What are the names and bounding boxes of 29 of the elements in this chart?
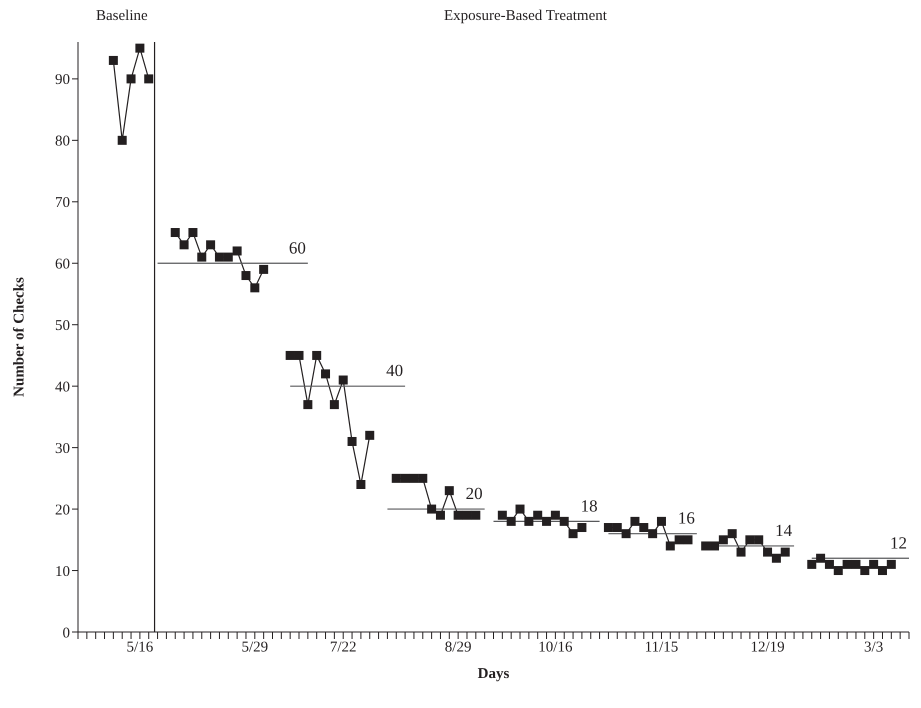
x-axis-title: Days xyxy=(478,666,510,682)
y-tick-label: 70 xyxy=(55,195,70,212)
x-tick-label: 5/29 xyxy=(241,640,268,656)
phase-heading: Baseline xyxy=(96,8,148,25)
x-tick-label: 12/19 xyxy=(750,640,785,656)
y-tick-label: 60 xyxy=(55,256,70,273)
series-label: 40 xyxy=(386,361,404,380)
y-tick-label: 20 xyxy=(55,502,70,518)
series-label: 16 xyxy=(678,508,695,528)
y-tick-label: 40 xyxy=(55,379,70,396)
y-axis-title: Number of Checks xyxy=(11,276,28,397)
y-tick-label: 30 xyxy=(55,440,70,457)
x-tick-label: 11/15 xyxy=(644,640,678,656)
series-label: 60 xyxy=(288,238,306,258)
series-label: 18 xyxy=(580,496,598,516)
y-tick-label: 50 xyxy=(55,318,70,334)
series-label: 20 xyxy=(466,484,483,504)
y-tick-label: 0 xyxy=(62,625,70,642)
y-tick-label: 10 xyxy=(55,564,70,580)
y-tick-label: 90 xyxy=(55,72,70,88)
phase-heading: Exposure-Based Treatment xyxy=(444,8,607,25)
y-tick-label: 80 xyxy=(55,134,70,150)
series-label: 12 xyxy=(890,533,907,552)
x-tick-label: 5/16 xyxy=(126,640,154,656)
x-tick-label: 8/29 xyxy=(444,640,472,656)
x-tick-label: 3/3 xyxy=(864,640,884,656)
x-tick-label: 7/22 xyxy=(330,640,357,656)
x-tick-label: 10/16 xyxy=(538,640,573,656)
series-label: 14 xyxy=(775,520,793,540)
